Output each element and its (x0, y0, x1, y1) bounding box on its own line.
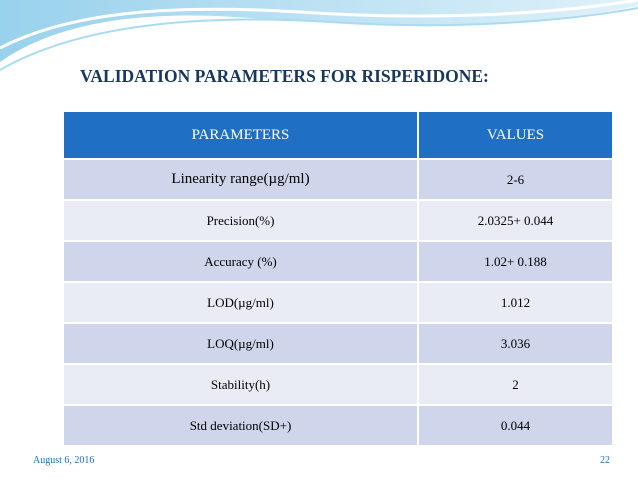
footer-date: August 6, 2016 (33, 455, 95, 466)
column-header: PARAMETERS (62, 110, 418, 159)
table-row: Std deviation(SD+) 0.044 (62, 404, 612, 445)
table-row: Linearity range(µg/ml) 2-6 (62, 158, 612, 200)
value-cell: 3.036 (417, 322, 612, 364)
parameter-cell: Std deviation(SD+) (62, 404, 418, 445)
parameter-cell: Precision(%) (62, 199, 418, 241)
parameters-table: PARAMETERS VALUES Linearity range(µg/ml) 2… (62, 110, 612, 445)
header-row: PARAMETERS VALUES (62, 110, 612, 159)
value-cell: 2 (417, 363, 612, 405)
table-row: LOD(µg/ml) 1.012 (62, 281, 612, 323)
value-cell: 2-6 (417, 158, 612, 200)
wave-decoration (0, 0, 638, 71)
value-cell: 1.012 (417, 281, 612, 323)
slide-title: VALIDATION PARAMETERS FOR RISPERIDONE: (80, 66, 489, 86)
parameter-cell: Stability(h) (62, 363, 418, 405)
table-row: Stability(h) 2 (62, 363, 612, 405)
parameter-cell: LOQ(µg/ml) (62, 322, 418, 364)
parameter-cell: Accuracy (%) (62, 240, 418, 282)
parameter-cell: LOD(µg/ml) (62, 281, 418, 323)
value-cell: 0.044 (417, 404, 612, 445)
table-row: Accuracy (%) 1.02+ 0.188 (62, 240, 612, 282)
column-header: VALUES (417, 110, 612, 159)
value-cell: 1.02+ 0.188 (417, 240, 612, 282)
parameter-cell: Linearity range(µg/ml) (62, 158, 418, 200)
value-cell: 2.0325+ 0.044 (417, 199, 612, 241)
page-number: 22 (600, 455, 610, 466)
table-row: Precision(%) 2.0325+ 0.044 (62, 199, 612, 241)
table-body: Linearity range(µg/ml) 2-6 Precision(%) 2.0… (62, 158, 612, 445)
table-row: LOQ(µg/ml) 3.036 (62, 322, 612, 364)
